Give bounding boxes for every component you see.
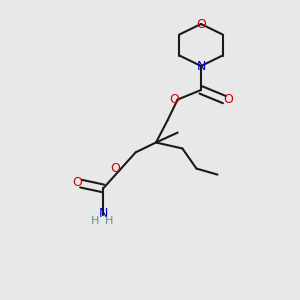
Text: O: O	[196, 17, 206, 31]
Text: H: H	[105, 216, 113, 226]
Text: O: O	[73, 176, 82, 189]
Text: N: N	[98, 207, 108, 220]
Text: O: O	[111, 161, 120, 175]
Text: O: O	[224, 93, 233, 106]
Text: N: N	[196, 59, 206, 73]
Text: O: O	[169, 93, 178, 106]
Text: H: H	[91, 216, 99, 226]
